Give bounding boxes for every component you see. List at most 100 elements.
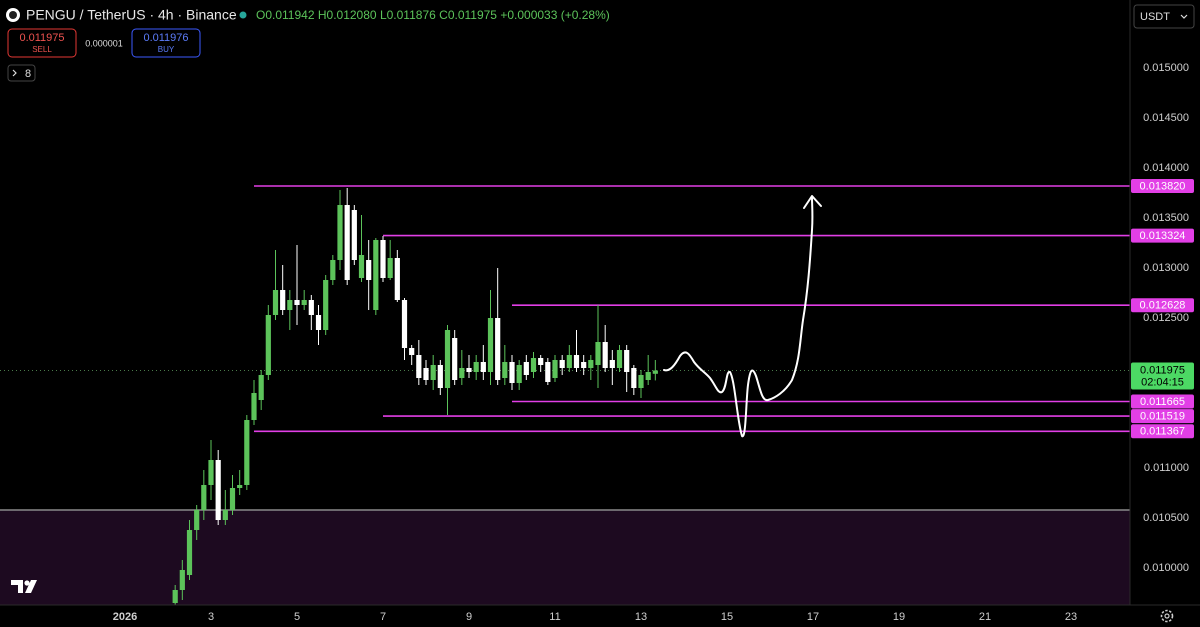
candle-body xyxy=(237,485,243,488)
candle-body xyxy=(172,590,178,603)
candle-body xyxy=(222,510,228,520)
symbol-title[interactable]: PENGU / TetherUS · 4h · Binance xyxy=(26,7,237,23)
candle-body xyxy=(358,255,365,278)
gear-center xyxy=(1164,613,1170,619)
candle-body xyxy=(301,300,307,305)
market-status-dot xyxy=(239,11,247,19)
currency-label: USDT xyxy=(1140,11,1170,23)
candle-body xyxy=(516,365,522,383)
logo-part xyxy=(25,580,37,593)
y-tick-label: 0.015000 xyxy=(1143,62,1189,74)
candle-body xyxy=(194,510,200,530)
candle-body xyxy=(444,330,451,388)
sell-button[interactable] xyxy=(7,28,77,58)
x-tick-label: 11 xyxy=(549,611,560,623)
candle-body xyxy=(645,372,651,380)
candle-body xyxy=(330,260,336,280)
candle-body xyxy=(294,300,300,305)
plot-area xyxy=(0,185,1130,605)
y-tick-label: 0.010000 xyxy=(1143,562,1189,574)
level-tag xyxy=(1131,179,1194,193)
bar-countdown: 02:04:15 xyxy=(1141,376,1184,388)
chevron-icon xyxy=(12,69,17,77)
level-label: 0.011665 xyxy=(1140,396,1185,408)
candle-body xyxy=(581,362,587,368)
candle-body xyxy=(573,355,580,368)
candle-body xyxy=(387,258,393,278)
settings-button[interactable] xyxy=(1160,609,1174,623)
candle-body xyxy=(459,368,465,378)
spread: 0.000001 xyxy=(85,38,123,48)
candle-body xyxy=(394,258,400,300)
candle-body xyxy=(495,318,501,380)
candle-body xyxy=(380,240,386,278)
level-tag xyxy=(1131,228,1194,243)
level-tag xyxy=(1131,409,1194,424)
candle-body xyxy=(344,205,350,280)
candle-body xyxy=(337,205,343,260)
candle-body xyxy=(308,300,314,315)
buy-label: BUY xyxy=(158,45,175,54)
drawn-projection xyxy=(663,197,814,438)
x-tick-label: 21 xyxy=(979,611,991,623)
y-tick-label: 0.012500 xyxy=(1143,312,1189,324)
candle-body xyxy=(452,338,458,380)
y-tick-label: 0.013000 xyxy=(1143,262,1189,274)
candle-body xyxy=(631,368,637,388)
buy-button[interactable] xyxy=(131,28,201,58)
candle-body xyxy=(466,368,472,372)
ohlc-value: 0.011975 xyxy=(448,8,497,22)
currency-select[interactable] xyxy=(1133,4,1195,29)
candle-body xyxy=(280,290,286,310)
candle-body xyxy=(315,315,322,330)
candle-body xyxy=(509,362,515,383)
candle-body xyxy=(323,280,329,330)
candle-body xyxy=(523,362,529,375)
x-tick-label: 2026 xyxy=(113,611,137,623)
candle-body xyxy=(595,342,601,365)
candle-body xyxy=(502,362,508,378)
candle-body xyxy=(538,358,544,365)
candle-body xyxy=(609,360,615,368)
candle-body xyxy=(201,485,207,510)
candle-body xyxy=(624,350,630,372)
candle-body xyxy=(652,370,658,374)
candle-body xyxy=(559,360,565,368)
ohlc-key: H xyxy=(318,8,327,22)
candle-body xyxy=(616,350,623,368)
indicators-toggle[interactable] xyxy=(7,64,36,82)
candle-body xyxy=(401,300,408,348)
logo-part xyxy=(24,580,30,586)
sell-label: SELL xyxy=(32,45,52,54)
ohlc-key: L xyxy=(380,8,387,22)
ohlc-key: C xyxy=(439,8,448,22)
candle-body xyxy=(480,362,486,372)
candle-body xyxy=(530,358,537,372)
candle-body xyxy=(545,362,551,382)
tradingview-logo[interactable] xyxy=(11,580,37,593)
last-price-label: 0.011975 xyxy=(1140,364,1185,376)
y-tick-label: 0.010500 xyxy=(1143,512,1189,524)
ohlc-legend: O0.011942 H0.012080 L0.011876 C0.011975 … xyxy=(256,8,610,22)
level-label: 0.011519 xyxy=(1140,411,1185,423)
level-label: 0.012628 xyxy=(1140,300,1186,312)
candle-body xyxy=(473,362,479,372)
candle-body xyxy=(265,315,271,375)
candle-body xyxy=(366,260,372,280)
level-tag xyxy=(1131,394,1194,409)
candle-body xyxy=(215,460,221,520)
dropdown-icon xyxy=(1180,14,1188,19)
candle-body xyxy=(287,300,293,310)
x-tick-label: 17 xyxy=(807,611,819,623)
candle-body xyxy=(351,210,357,260)
ohlc-value: 0.012080 xyxy=(327,8,377,22)
y-tick-label: 0.014500 xyxy=(1143,112,1189,124)
symbol-icon-inner xyxy=(9,11,17,19)
candle-body xyxy=(602,342,608,368)
candle-body xyxy=(552,360,558,378)
last-price-tag xyxy=(1131,362,1194,390)
candle-body xyxy=(416,355,422,378)
sell-price: 0.011975 xyxy=(19,32,64,44)
level-tag xyxy=(1131,424,1194,439)
candle-body xyxy=(373,240,379,310)
